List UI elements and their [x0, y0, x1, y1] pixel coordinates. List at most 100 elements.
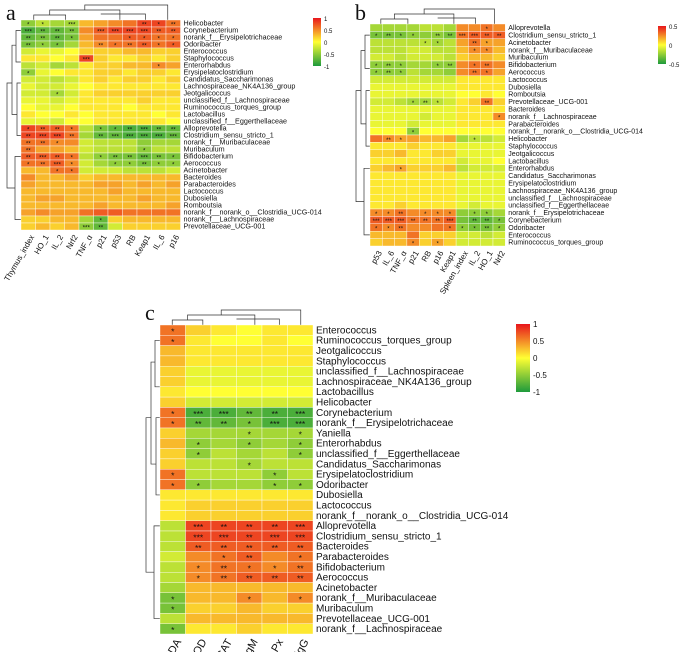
significance-marker: ** [156, 126, 161, 133]
significance-marker: ** [40, 28, 45, 35]
heatmap-cell [151, 138, 167, 147]
heatmap-cell [122, 103, 138, 112]
column-label: CAT [214, 637, 235, 652]
significance-marker: ** [472, 42, 477, 48]
heatmap-cell [35, 47, 51, 56]
heatmap-cell [236, 324, 263, 336]
heatmap-cell [93, 159, 109, 168]
heatmap-cell [151, 215, 167, 224]
heatmap-cell [394, 23, 408, 32]
heatmap-cell [165, 194, 181, 203]
heatmap-cell [382, 156, 395, 165]
heatmap-cell [419, 201, 432, 210]
heatmap-cell [287, 582, 314, 594]
heatmap-cell [64, 208, 80, 217]
heatmap-cell [93, 68, 109, 77]
significance-marker: *** [126, 133, 134, 140]
heatmap-cell [185, 324, 212, 336]
heatmap-cell [369, 75, 383, 84]
heatmap-cell [107, 201, 123, 210]
heatmap-cell [165, 187, 181, 196]
heatmap-cell [20, 82, 36, 91]
heatmap-cell [49, 19, 65, 28]
heatmap-cell [382, 90, 395, 99]
heatmap-cell [151, 180, 167, 189]
heatmap-cell [165, 208, 181, 217]
heatmap-cell [136, 208, 152, 217]
heatmap-cell [455, 68, 469, 77]
heatmap-cell [210, 438, 237, 449]
significance-marker: * [436, 241, 439, 247]
heatmap-cell [431, 53, 445, 62]
significance-marker: * [400, 167, 403, 173]
heatmap-cell [78, 96, 94, 105]
significance-marker: ** [113, 154, 118, 161]
heatmap-cell [107, 61, 123, 70]
heatmap-cell [419, 82, 432, 91]
heatmap-cell [431, 164, 445, 173]
heatmap-cell [455, 119, 469, 128]
heatmap-cell [431, 75, 445, 84]
significance-marker: ** [26, 147, 31, 154]
column-label: Keap1 [133, 233, 153, 258]
significance-marker: * [473, 64, 476, 70]
significance-marker: ** [40, 140, 45, 147]
heatmap-cell [159, 438, 186, 449]
significance-marker: ** [26, 42, 31, 49]
row-label: Bifidobacterium [184, 152, 234, 161]
row-label: Lactobacillus [184, 110, 226, 119]
heatmap-cell [165, 138, 181, 147]
heatmap-cell [369, 23, 383, 32]
heatmap-cell [210, 396, 237, 408]
heatmap-cell [49, 173, 65, 182]
heatmap-cell [480, 171, 494, 180]
significance-marker: * [449, 212, 452, 218]
heatmap-cell [93, 173, 109, 182]
column-label: p16 [167, 233, 182, 250]
heatmap-cell [78, 124, 94, 133]
significance-marker: * [129, 35, 132, 42]
significance-marker: ** [485, 101, 490, 107]
significance-marker: ** [156, 28, 161, 35]
heatmap-cell [49, 96, 65, 105]
significance-marker: ** [156, 154, 161, 161]
heatmap-cell [165, 89, 181, 98]
heatmap-cell [64, 180, 80, 189]
significance-marker: ** [55, 154, 60, 161]
significance-marker: * [248, 563, 252, 573]
significance-marker: * [273, 471, 277, 481]
significance-marker: *** [295, 522, 306, 532]
significance-marker: * [248, 429, 252, 439]
heatmap-cell [185, 602, 212, 614]
heatmap-cell [64, 54, 80, 63]
significance-marker: * [171, 594, 175, 604]
significance-marker: * [299, 429, 303, 439]
significance-marker: * [498, 219, 501, 225]
heatmap-cell [35, 187, 51, 196]
heatmap-cell [492, 164, 506, 173]
significance-marker: * [100, 126, 103, 133]
heatmap-cell [78, 208, 94, 217]
significance-marker: * [27, 161, 30, 168]
heatmap-cell [492, 23, 506, 32]
heatmap-cell [64, 75, 80, 84]
heatmap-cell [287, 386, 314, 398]
significance-marker: * [248, 594, 252, 604]
column-label: Nrf2 [492, 249, 508, 267]
significance-marker: ** [398, 227, 403, 233]
heatmap-cell [185, 386, 212, 398]
significance-marker: ** [195, 543, 202, 553]
heatmap-cell [443, 112, 457, 121]
heatmap-cell [64, 222, 80, 231]
heatmap-cell [431, 68, 445, 77]
heatmap-cell [419, 127, 432, 136]
heatmap-cell [151, 110, 167, 119]
heatmap-cell [122, 89, 138, 98]
colorbar-tick-label: 0 [669, 44, 673, 50]
significance-marker: ** [435, 219, 440, 225]
heatmap-cell [159, 582, 186, 594]
significance-marker: ** [497, 34, 502, 40]
heatmap-cell [159, 489, 186, 501]
row-label: Ruminococcus_torques_group [508, 240, 603, 247]
heatmap-cell [136, 61, 152, 70]
